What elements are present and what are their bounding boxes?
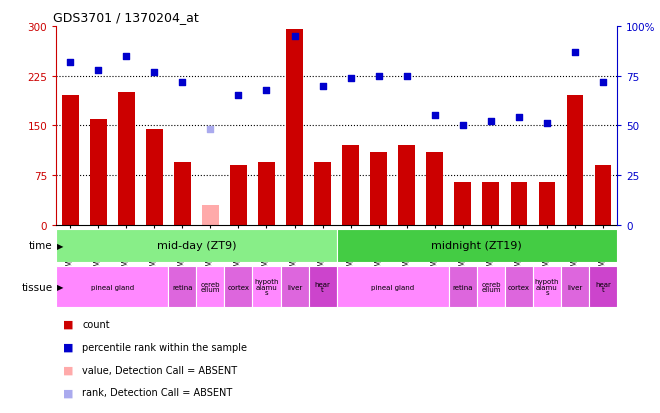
Point [149, 69, 160, 76]
Text: midnight (ZT19): midnight (ZT19) [432, 241, 522, 251]
Bar [539, 182, 556, 225]
Text: retina: retina [172, 284, 193, 290]
Text: value, Detection Call = ABSENT: value, Detection Call = ABSENT [82, 365, 238, 375]
Bar [258, 162, 275, 225]
Bar [90, 119, 106, 225]
Text: cortex: cortex [508, 284, 530, 290]
Text: ■: ■ [63, 319, 73, 329]
Bar [280, 266, 309, 308]
Bar [314, 162, 331, 225]
Point [289, 33, 300, 40]
Bar [426, 152, 443, 225]
Bar [505, 266, 533, 308]
Bar [309, 266, 337, 308]
Bar [230, 166, 247, 225]
Bar [595, 166, 611, 225]
Bar [56, 266, 168, 308]
Text: pineal gland: pineal gland [371, 284, 414, 290]
Text: tissue: tissue [22, 282, 53, 292]
Bar [56, 229, 337, 262]
Bar [589, 266, 617, 308]
Point [261, 87, 272, 94]
Bar [117, 93, 135, 225]
Point [542, 121, 552, 127]
Text: mid-day (ZT9): mid-day (ZT9) [156, 241, 236, 251]
Text: count: count [82, 319, 110, 329]
Point [513, 115, 524, 121]
Text: cereb
ellum: cereb ellum [201, 281, 220, 293]
Text: ▶: ▶ [57, 282, 64, 292]
Point [65, 59, 75, 66]
Point [598, 79, 609, 85]
Point [401, 73, 412, 80]
Bar [454, 182, 471, 225]
Bar [197, 266, 224, 308]
Bar [370, 152, 387, 225]
Text: rank, Detection Call = ABSENT: rank, Detection Call = ABSENT [82, 387, 233, 397]
Text: ■: ■ [63, 342, 73, 352]
Point [374, 73, 384, 80]
Bar [561, 266, 589, 308]
Bar [342, 146, 359, 225]
Text: ■: ■ [63, 387, 73, 397]
Text: liver: liver [568, 284, 583, 290]
Text: ▶: ▶ [57, 241, 64, 250]
Bar [566, 96, 583, 225]
Bar [477, 266, 505, 308]
Point [233, 93, 244, 100]
Bar [174, 162, 191, 225]
Bar [533, 266, 561, 308]
Text: cortex: cortex [228, 284, 249, 290]
Point [205, 127, 216, 133]
Bar [146, 129, 163, 225]
Bar [398, 146, 415, 225]
Bar [168, 266, 197, 308]
Text: cereb
ellum: cereb ellum [481, 281, 501, 293]
Bar [224, 266, 252, 308]
Point [121, 53, 131, 60]
Text: pineal gland: pineal gland [90, 284, 134, 290]
Bar [337, 266, 449, 308]
Bar [202, 205, 218, 225]
Point [317, 83, 328, 90]
Bar [449, 266, 477, 308]
Text: GDS3701 / 1370204_at: GDS3701 / 1370204_at [53, 11, 199, 24]
Point [570, 49, 580, 56]
Text: retina: retina [453, 284, 473, 290]
Text: ■: ■ [63, 365, 73, 375]
Text: hypoth
alamu
s: hypoth alamu s [254, 279, 279, 295]
Bar [482, 182, 499, 225]
Point [430, 113, 440, 119]
Text: hear
t: hear t [315, 281, 331, 293]
Bar [252, 266, 280, 308]
Point [345, 75, 356, 82]
Text: hear
t: hear t [595, 281, 611, 293]
Bar [510, 182, 527, 225]
Point [177, 79, 187, 85]
Text: time: time [29, 241, 53, 251]
Bar [62, 96, 79, 225]
Text: percentile rank within the sample: percentile rank within the sample [82, 342, 248, 352]
Bar [286, 30, 303, 225]
Text: hypoth
alamu
s: hypoth alamu s [535, 279, 559, 295]
Point [93, 67, 104, 74]
Bar [337, 229, 617, 262]
Text: liver: liver [287, 284, 302, 290]
Point [457, 123, 468, 129]
Point [486, 119, 496, 125]
